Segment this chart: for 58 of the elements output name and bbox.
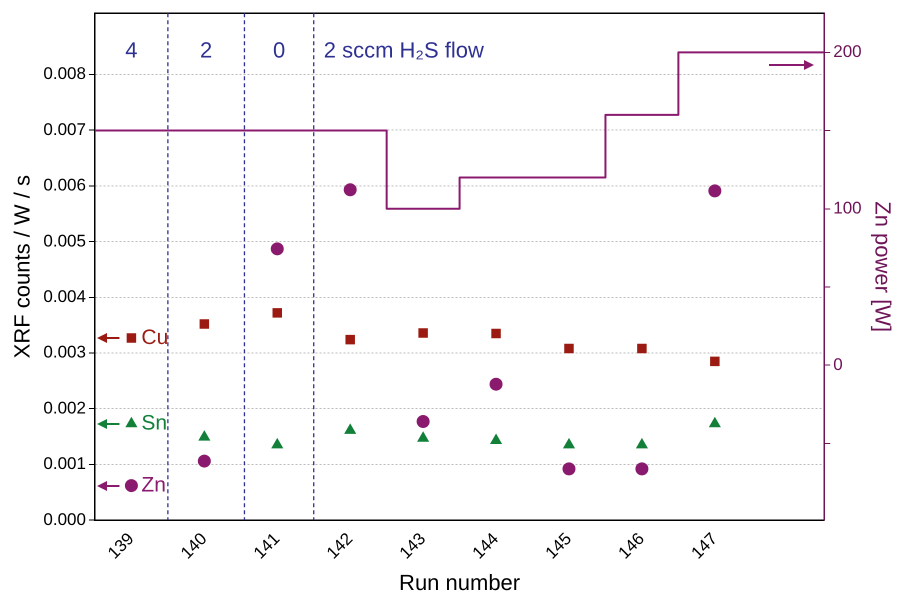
point [635, 462, 648, 476]
y-tick-label: 0.001 [43, 454, 86, 474]
x-axis-title: Run number [399, 570, 520, 595]
point [124, 479, 138, 492]
x-tick-label: 146 [614, 529, 648, 563]
point [637, 344, 647, 354]
y-axis-title: XRF counts / W / s [9, 174, 34, 358]
point [126, 333, 136, 343]
x-tick-label: 147 [687, 529, 721, 563]
x-tick-label: 140 [176, 529, 210, 563]
point [710, 356, 720, 366]
x-tick-label: 143 [396, 529, 430, 563]
point [417, 432, 429, 442]
point [198, 454, 211, 468]
point [344, 424, 356, 434]
point [709, 417, 721, 428]
y2-tick-label: 100 [833, 198, 862, 218]
point [491, 328, 501, 338]
y-tick-label: 0.002 [43, 398, 86, 418]
y-tick-label: 0.006 [43, 176, 86, 195]
point [563, 438, 575, 448]
x-tick-label: 139 [104, 529, 138, 563]
point [200, 319, 210, 329]
annotation: 2 sccm H₂S flow [324, 37, 484, 62]
y-tick-label: 0.008 [43, 64, 86, 84]
point [562, 462, 576, 476]
x-tick-label: 144 [468, 529, 502, 563]
legend-label: Cu [141, 326, 168, 349]
point [564, 344, 574, 354]
y-tick-label: 0.003 [43, 342, 86, 362]
point [418, 328, 428, 338]
y-tick-label: 0.007 [43, 120, 86, 139]
annotation: 0 [272, 37, 286, 62]
y2-axis-title: Zn power [W] [870, 201, 896, 332]
y-tick-label: 0.005 [43, 231, 86, 250]
y2-tick-label: 200 [833, 42, 862, 61]
annotation: 4 [125, 37, 138, 62]
x-tick-label: 142 [322, 529, 356, 563]
point [636, 438, 648, 448]
point [272, 308, 282, 318]
point [490, 434, 502, 444]
x-tick-label: 141 [250, 529, 284, 563]
point [708, 184, 722, 198]
point [270, 242, 284, 256]
y-tick-label: 0.000 [43, 510, 86, 529]
point [198, 430, 210, 441]
x-tick-label: 145 [542, 529, 576, 563]
point [345, 334, 355, 344]
point [344, 183, 357, 196]
legend-label: Sn [141, 412, 168, 435]
y2-tick-label: 0 [833, 354, 843, 374]
legend-label: Zn [141, 473, 166, 496]
point [416, 415, 430, 428]
point [272, 438, 283, 448]
annotation: 2 [200, 37, 212, 62]
point [490, 378, 503, 391]
point [126, 417, 138, 428]
y-tick-label: 0.004 [43, 286, 86, 306]
